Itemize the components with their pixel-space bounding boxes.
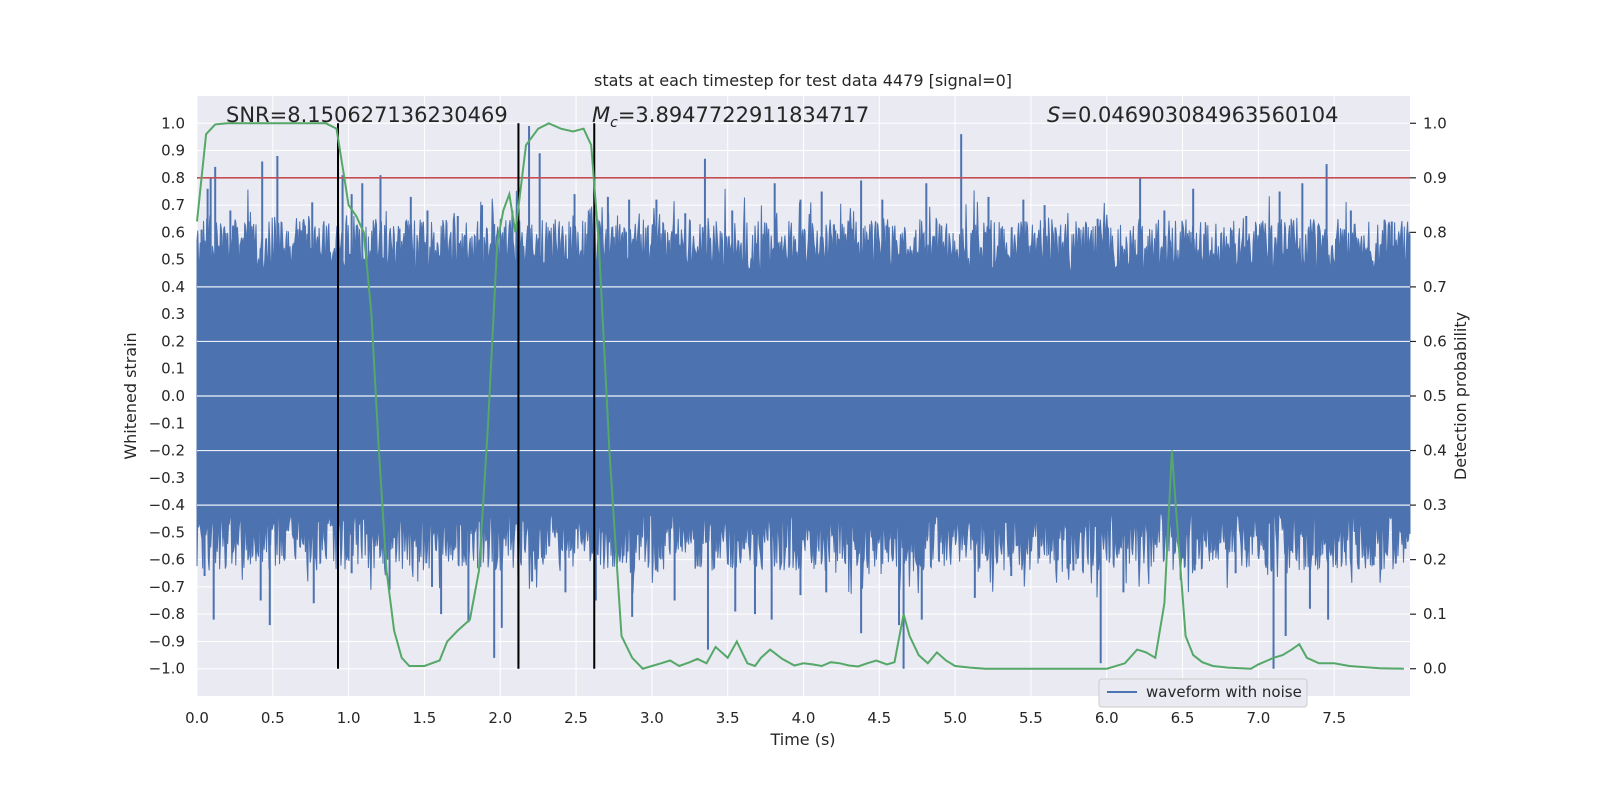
- x-tick-label: 5.0: [943, 709, 967, 727]
- x-tick-label: 1.0: [337, 709, 361, 727]
- y-tick-label: −0.9: [149, 632, 185, 650]
- y-tick-label: 0.5: [161, 251, 185, 269]
- x-tick-label: 7.5: [1322, 709, 1346, 727]
- y-tick-label: 0.6: [161, 223, 185, 241]
- x-tick-label: 0.0: [185, 709, 209, 727]
- x-tick-label: 2.5: [564, 709, 588, 727]
- x-tick-label: 7.0: [1246, 709, 1270, 727]
- mc-value: =3.8947722911834717: [618, 103, 869, 127]
- y-tick-label: 0.4: [161, 278, 185, 296]
- y2-tick-label: 0.7: [1423, 278, 1447, 296]
- x-tick-label: 6.5: [1171, 709, 1195, 727]
- x-tick-label: 3.0: [640, 709, 664, 727]
- y-tick-label: −0.6: [149, 551, 185, 569]
- y-tick-label: −0.5: [149, 523, 185, 541]
- s-value: =0.046903084963560104: [1060, 103, 1338, 127]
- s-symbol: S: [1047, 103, 1060, 127]
- legend: waveform with noise: [1098, 678, 1308, 708]
- s-annotation: S=0.046903084963560104: [1047, 103, 1338, 127]
- x-tick-label: 4.0: [792, 709, 816, 727]
- x-tick-label: 3.5: [716, 709, 740, 727]
- y2-tick-label: 0.8: [1423, 223, 1447, 241]
- y2-tick-label: 0.0: [1423, 660, 1447, 678]
- overlays: [197, 123, 1410, 669]
- y-tick-label: 1.0: [161, 114, 185, 132]
- y2-tick-label: 0.2: [1423, 551, 1447, 569]
- snr-annotation: SNR=8.150627136230469: [226, 103, 508, 127]
- x-tick-label: 6.0: [1095, 709, 1119, 727]
- y2-tick-label: 0.6: [1423, 332, 1447, 350]
- x-tick-label: 1.5: [413, 709, 437, 727]
- x-tick-label: 5.5: [1019, 709, 1043, 727]
- chart-title: stats at each timestep for test data 447…: [594, 71, 1012, 90]
- y-axis-label: Whitened strain: [121, 332, 140, 459]
- x-tick-label: 4.5: [867, 709, 891, 727]
- y2-tick-label: 1.0: [1423, 114, 1447, 132]
- snr-value: 8.150627136230469: [287, 103, 507, 127]
- y2-tick-label: 0.9: [1423, 169, 1447, 187]
- y2-tick-label: 0.4: [1423, 442, 1447, 460]
- y-tick-label: −0.1: [149, 414, 185, 432]
- mc-subscript: c: [610, 115, 618, 131]
- chirp-mass-annotation: Mc=3.8947722911834717: [592, 103, 869, 131]
- y-tick-label: 0.0: [161, 387, 185, 405]
- legend-box: [1098, 678, 1308, 708]
- y2-tick-label: 0.3: [1423, 496, 1447, 514]
- mc-symbol: M: [592, 103, 610, 127]
- y-tick-label: −0.7: [149, 578, 185, 596]
- x-axis-label: Time (s): [769, 730, 835, 749]
- y-tick-label: −1.0: [149, 660, 185, 678]
- y-tick-label: −0.2: [149, 442, 185, 460]
- y-tick-label: −0.4: [149, 496, 185, 514]
- snr-prefix: SNR=: [226, 103, 287, 127]
- y-tick-label: 0.2: [161, 332, 185, 350]
- y-tick-label: 0.1: [161, 360, 185, 378]
- probability-series: [196, 122, 1404, 670]
- y2-axis-label: Detection probability: [1451, 312, 1470, 480]
- y-tick-label: 0.3: [161, 305, 185, 323]
- x-tick-label: 0.5: [261, 709, 285, 727]
- legend-label: waveform with noise: [1146, 683, 1302, 701]
- y-tick-label: −0.8: [149, 605, 185, 623]
- axes: 1.0 0.9 0.8 0.7 0.6 0.5 0.4 0.3 0.2 0.1 0.0 −0.1 −0.…: [149, 114, 1447, 727]
- y-tick-label: −0.3: [149, 469, 185, 487]
- y-tick-label: 0.7: [161, 196, 185, 214]
- y-tick-label: 0.8: [161, 169, 185, 187]
- y2-tick-label: 0.5: [1423, 387, 1447, 405]
- y2-tick-label: 0.1: [1423, 605, 1447, 623]
- y-tick-label: 0.9: [161, 142, 185, 160]
- probability-line: [196, 122, 1404, 670]
- x-tick-label: 2.0: [488, 709, 512, 727]
